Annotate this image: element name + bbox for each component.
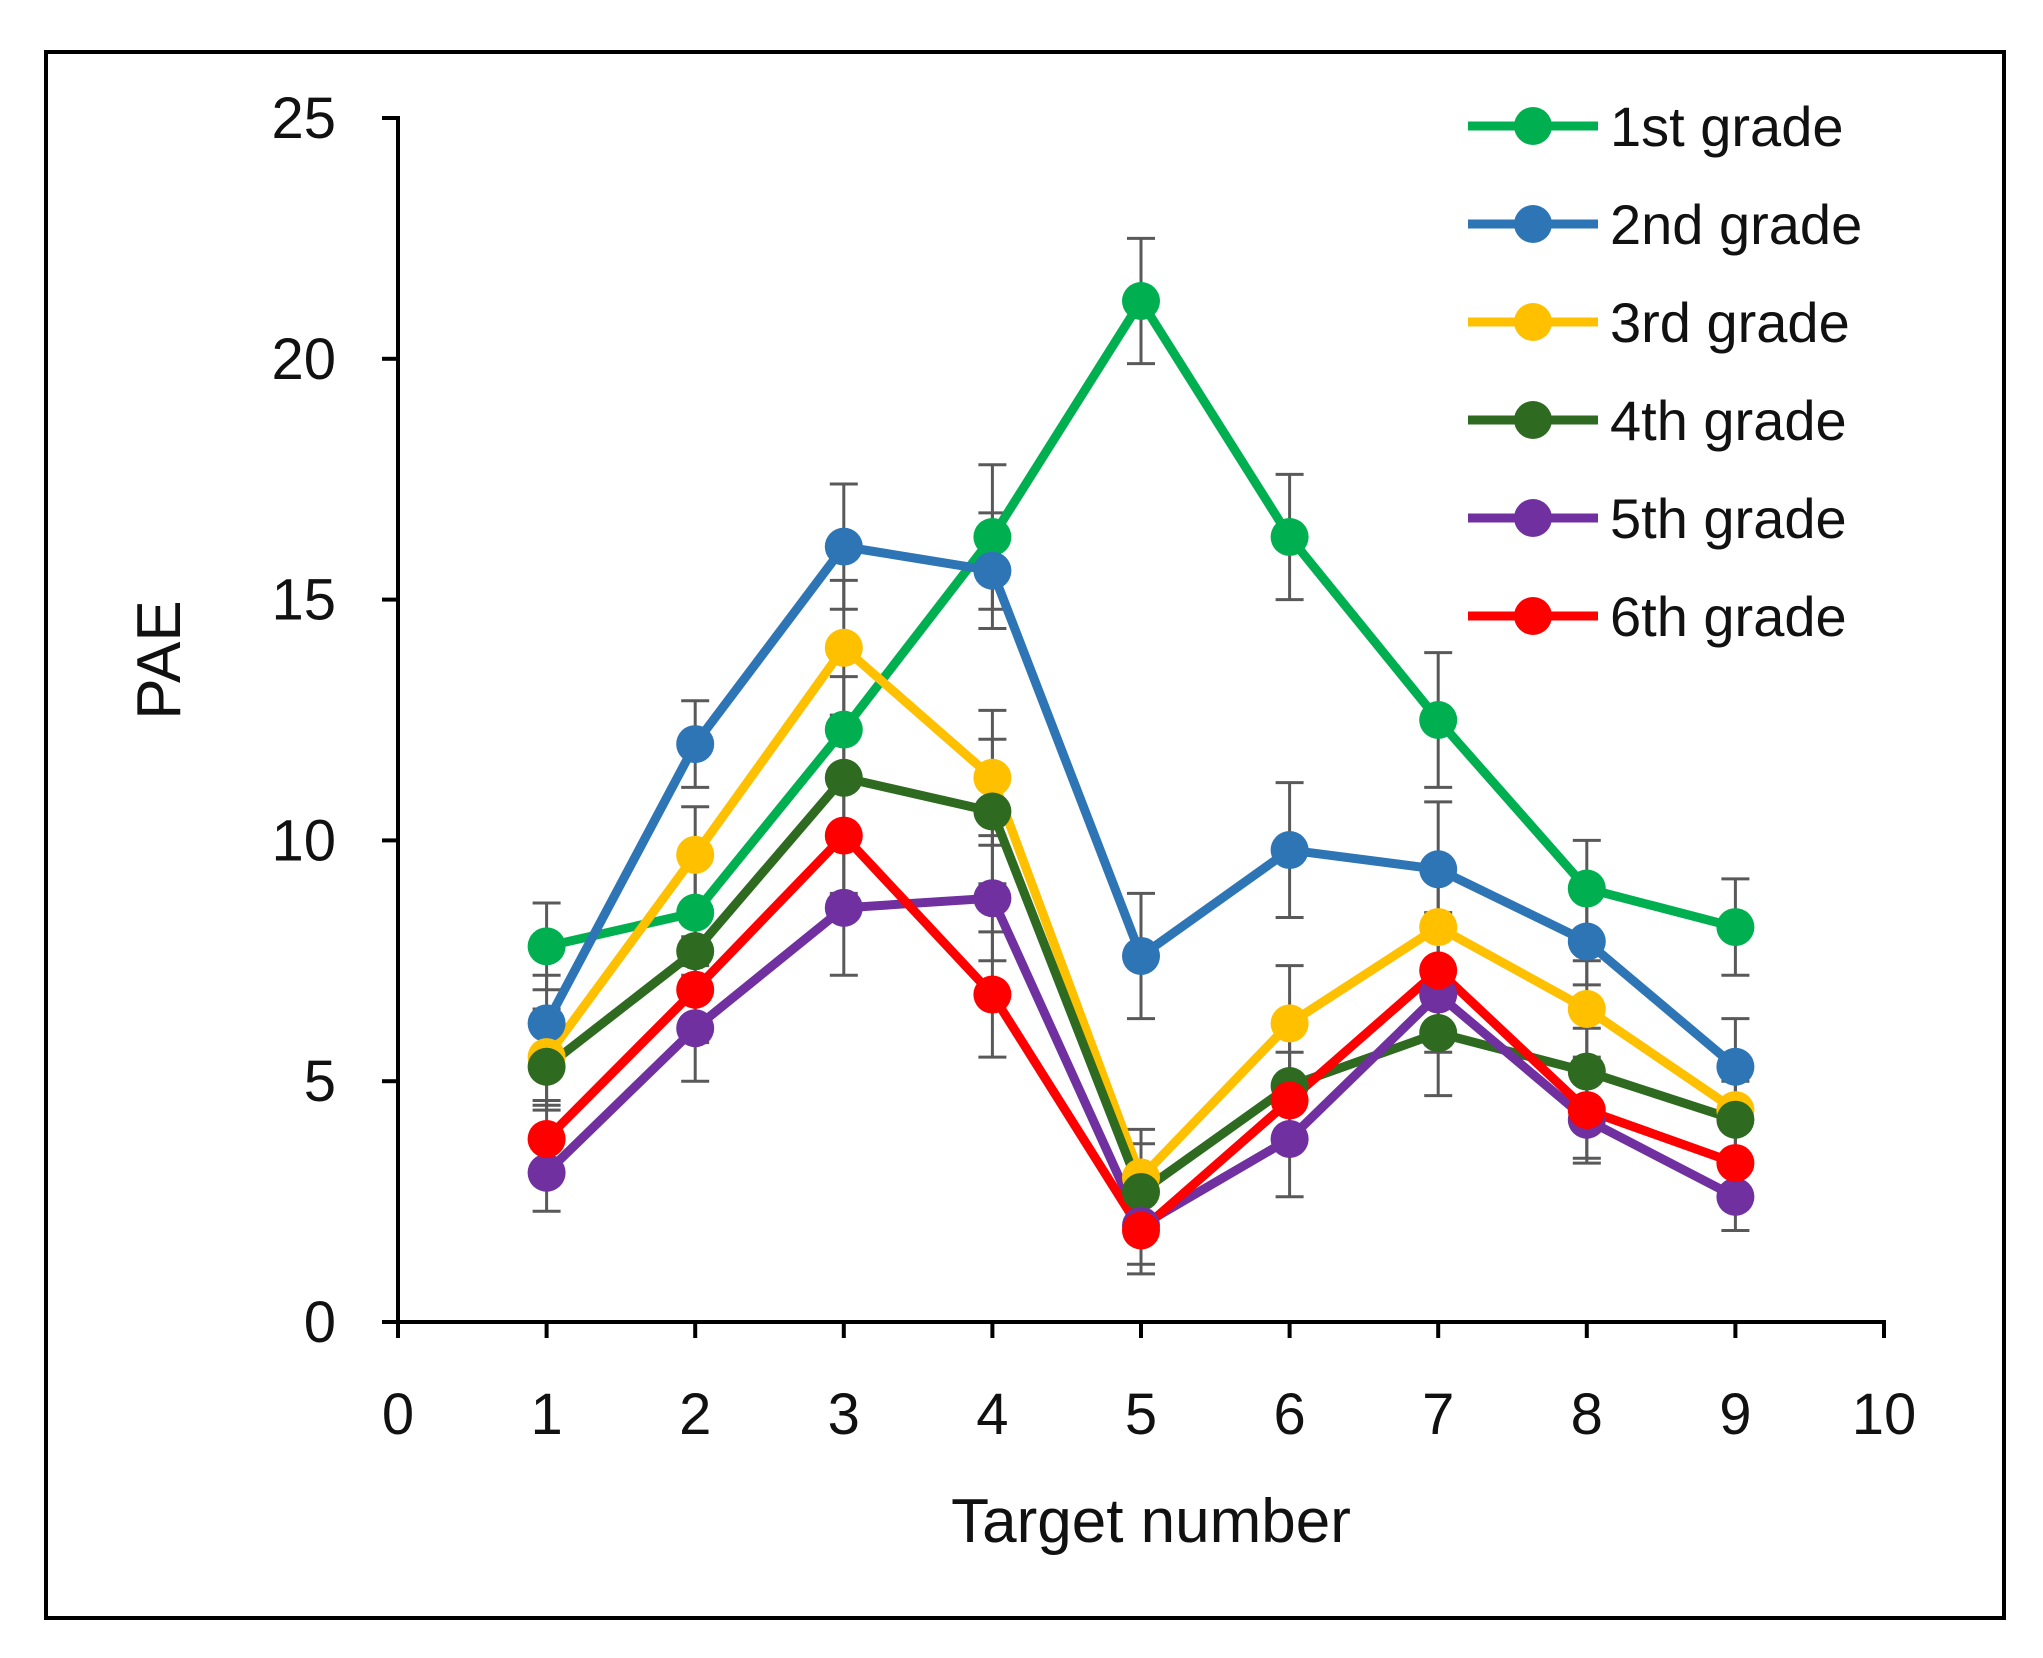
data-point-6th-grade <box>1122 1211 1160 1250</box>
data-point-2nd-grade <box>1270 831 1309 870</box>
data-point-3rd-grade <box>824 628 863 667</box>
x-ticks: 0 1 2 3 4 5 6 7 8 9 10 <box>382 1322 1916 1447</box>
data-point-3rd-grade <box>1270 1004 1309 1043</box>
legend-label-1st-grade: 1st grade <box>1610 95 1844 158</box>
data-point-4th-grade <box>1716 1100 1755 1139</box>
data-point-6th-grade <box>824 816 863 855</box>
legend-swatch-marker <box>1514 597 1552 635</box>
data-point-1st-grade <box>1122 282 1160 321</box>
data-point-5th-grade <box>824 888 863 927</box>
data-point-6th-grade <box>527 1119 566 1158</box>
data-point-6th-grade <box>1567 1091 1606 1130</box>
y-ticks: 0 5 10 15 20 25 <box>271 86 398 1355</box>
y-tick-label: 10 <box>271 808 336 873</box>
legend-swatch-marker <box>1514 303 1552 341</box>
series-line-1st-grade <box>545 296 1737 951</box>
y-axis-title: PAE <box>125 600 194 719</box>
legend-label-5th-grade: 5th grade <box>1610 487 1847 550</box>
x-tick-label: 0 <box>382 1382 414 1447</box>
legend-label-4th-grade: 4th grade <box>1610 389 1847 452</box>
data-point-4th-grade <box>1122 1172 1160 1211</box>
data-point-4th-grade <box>676 932 715 971</box>
data-point-1st-grade <box>527 927 566 966</box>
x-tick-label: 1 <box>530 1382 562 1447</box>
data-point-1st-grade <box>973 517 1012 556</box>
data-point-2nd-grade <box>1419 850 1458 889</box>
x-tick-label: 8 <box>1571 1382 1603 1447</box>
data-point-6th-grade <box>1270 1081 1309 1120</box>
x-tick-label: 3 <box>828 1382 860 1447</box>
data-point-5th-grade <box>1270 1119 1309 1158</box>
data-point-1st-grade <box>1419 701 1458 739</box>
data-point-1st-grade <box>1716 908 1755 947</box>
data-point-2nd-grade <box>676 725 715 764</box>
data-point-4th-grade <box>1419 1014 1458 1053</box>
data-point-1st-grade <box>824 710 863 749</box>
data-point-3rd-grade <box>1419 908 1458 947</box>
y-tick-label: 5 <box>304 1049 336 1114</box>
legend-label-6th-grade: 6th grade <box>1610 585 1847 648</box>
data-point-2nd-grade <box>973 551 1012 590</box>
legend: 1st grade 2nd grade 3rd grade 4th grade 5th … <box>1468 95 1862 648</box>
data-point-6th-grade <box>1419 951 1458 990</box>
data-point-5th-grade <box>527 1153 566 1192</box>
data-point-6th-grade <box>676 970 715 1009</box>
legend-swatch-marker <box>1514 401 1552 439</box>
data-point-4th-grade <box>1567 1052 1606 1091</box>
line-chart: 0 1 2 3 4 5 6 7 8 9 10 0 5 10 15 20 25 1st grade 2nd gra… <box>125 86 1916 1556</box>
y-tick-label: 20 <box>271 327 336 392</box>
data-point-2nd-grade <box>1716 1047 1755 1086</box>
data-point-3rd-grade <box>1567 989 1606 1028</box>
data-point-5th-grade <box>1716 1177 1755 1216</box>
legend-swatch-marker <box>1514 205 1552 243</box>
y-tick-label: 0 <box>304 1290 336 1355</box>
data-point-2nd-grade <box>527 1004 566 1043</box>
x-tick-label: 2 <box>679 1382 711 1447</box>
data-point-3rd-grade <box>676 835 715 874</box>
data-point-6th-grade <box>973 975 1012 1014</box>
data-point-4th-grade <box>824 758 863 797</box>
data-point-1st-grade <box>1270 517 1309 556</box>
x-tick-label: 5 <box>1125 1382 1157 1447</box>
error-bars <box>532 236 1750 1276</box>
y-tick-label: 15 <box>271 568 336 633</box>
data-point-5th-grade <box>676 1009 715 1048</box>
chart-frame: 0 1 2 3 4 5 6 7 8 9 10 0 5 10 15 20 25 1st grade 2nd gra… <box>44 50 2006 1620</box>
x-axis-title: Target number <box>951 1487 1351 1556</box>
data-point-5th-grade <box>973 879 1012 918</box>
data-point-3rd-grade <box>973 758 1012 797</box>
data-point-2nd-grade <box>1567 922 1606 961</box>
y-tick-label: 25 <box>271 86 336 151</box>
series-points <box>527 282 1755 1250</box>
data-point-1st-grade <box>1567 869 1606 908</box>
series-lines <box>542 296 1739 1235</box>
data-point-2nd-grade <box>1122 936 1160 975</box>
legend-label-3rd-grade: 3rd grade <box>1610 291 1850 354</box>
data-point-6th-grade <box>1716 1144 1755 1183</box>
x-tick-label: 6 <box>1273 1382 1305 1447</box>
legend-swatch-marker <box>1514 107 1552 145</box>
data-point-2nd-grade <box>824 527 863 566</box>
legend-swatch-marker <box>1514 499 1552 537</box>
x-tick-label: 10 <box>1852 1382 1917 1447</box>
data-point-4th-grade <box>973 792 1012 831</box>
data-point-4th-grade <box>527 1047 566 1086</box>
x-tick-label: 9 <box>1719 1382 1751 1447</box>
legend-label-2nd-grade: 2nd grade <box>1610 193 1862 256</box>
data-point-1st-grade <box>676 893 715 932</box>
x-tick-label: 4 <box>976 1382 1008 1447</box>
x-tick-label: 7 <box>1422 1382 1454 1447</box>
